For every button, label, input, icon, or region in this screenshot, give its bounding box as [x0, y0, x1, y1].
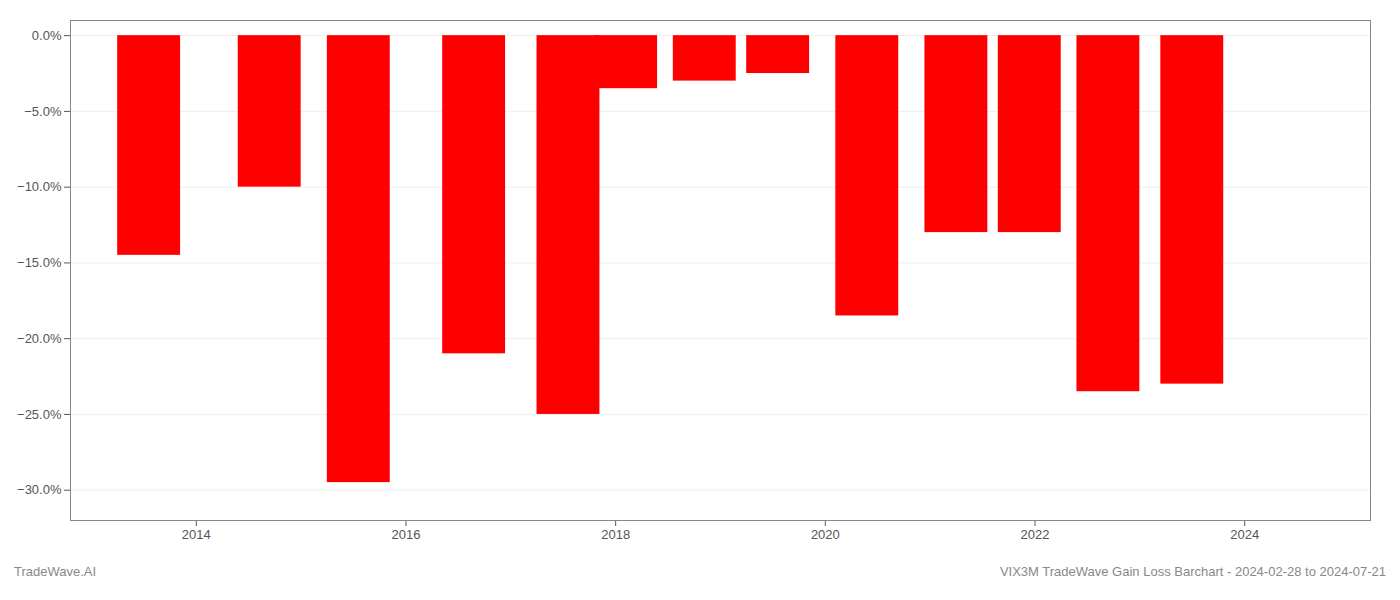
svg-text:2018: 2018	[601, 527, 630, 542]
svg-text:−10.0%: −10.0%	[17, 179, 62, 194]
svg-text:−30.0%: −30.0%	[17, 482, 62, 497]
svg-text:2024: 2024	[1230, 527, 1259, 542]
html-text:TradeWave.AI: TradeWave.AI	[14, 564, 97, 579]
svg-text:−15.0%: −15.0%	[17, 255, 62, 270]
svg-text:2022: 2022	[1021, 527, 1050, 542]
svg-text:2014: 2014	[182, 527, 211, 542]
html-text:VIX3M TradeWave Gain Loss Barc: VIX3M TradeWave Gain Loss Barchart - 202…	[999, 564, 1386, 579]
svg-text:2020: 2020	[811, 527, 840, 542]
svg-text:0.0%: 0.0%	[32, 28, 62, 43]
svg-text:−20.0%: −20.0%	[17, 331, 62, 346]
svg-text:−5.0%: −5.0%	[24, 104, 62, 119]
svg-text:2016: 2016	[392, 527, 421, 542]
svg-text:−25.0%: −25.0%	[17, 407, 62, 422]
